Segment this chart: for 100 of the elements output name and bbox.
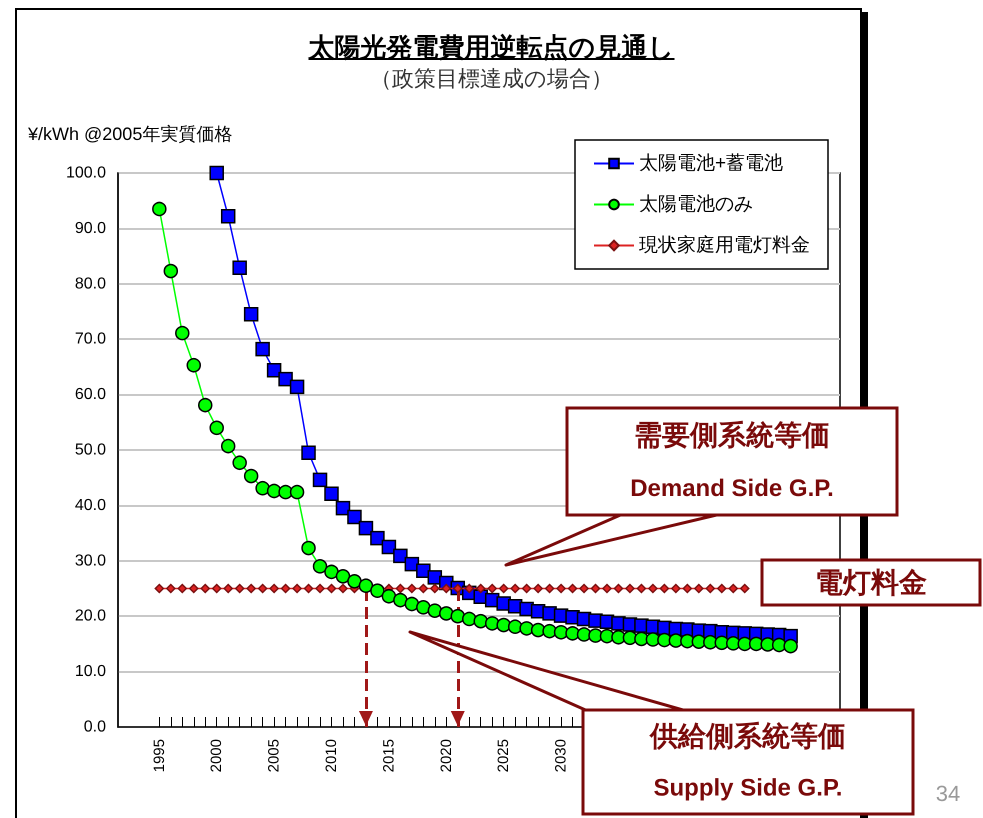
- point: [498, 584, 508, 594]
- point: [614, 584, 624, 594]
- y-tick-label: 60.0: [74, 386, 106, 404]
- point: [556, 584, 566, 594]
- point: [290, 484, 304, 500]
- point: [542, 624, 557, 638]
- point: [692, 634, 706, 649]
- y-tick-label: 80.0: [74, 275, 106, 292]
- point: [487, 584, 497, 594]
- annotation: 需要側系統等価 Demand Side G.P.: [630, 419, 834, 502]
- point: [442, 584, 452, 594]
- point: [484, 616, 500, 631]
- point: [154, 584, 164, 594]
- point: [510, 584, 520, 594]
- point: [476, 584, 486, 594]
- point: [382, 540, 396, 554]
- point: [748, 636, 764, 652]
- point: [209, 420, 224, 436]
- point: [622, 630, 638, 646]
- point: [625, 584, 635, 594]
- point: [347, 510, 362, 524]
- point: [680, 634, 695, 648]
- point: [304, 584, 314, 594]
- point: [212, 584, 222, 594]
- x-tick-label: 2030: [552, 739, 570, 772]
- point: [396, 584, 406, 594]
- point: [244, 468, 258, 484]
- x-tick-label: 2025: [495, 739, 512, 772]
- point: [671, 584, 681, 594]
- x-tick-label: 2005: [266, 739, 283, 772]
- point: [292, 584, 302, 594]
- point: [301, 446, 316, 460]
- point: [430, 584, 440, 594]
- point: [462, 612, 476, 626]
- point: [338, 584, 348, 594]
- legend-label: 太陽電池+蓄電池: [639, 153, 784, 174]
- x-tick-label: 2000: [208, 739, 226, 772]
- point: [473, 614, 488, 628]
- point: [301, 540, 316, 556]
- y-tick-label: 0.0: [84, 718, 106, 736]
- point: [152, 202, 167, 216]
- y-tick-label: 20.0: [74, 608, 106, 625]
- point: [450, 608, 466, 624]
- x-tick-label: 1995: [150, 739, 168, 772]
- point: [508, 619, 522, 634]
- point: [634, 632, 649, 646]
- point: [220, 208, 236, 224]
- point: [280, 584, 290, 594]
- point: [312, 559, 328, 574]
- point: [428, 603, 442, 618]
- point: [530, 622, 546, 638]
- point: [496, 618, 511, 632]
- point: [220, 438, 236, 454]
- point: [600, 628, 614, 644]
- point: [278, 372, 293, 386]
- point: [246, 584, 256, 594]
- point: [717, 584, 727, 594]
- point: [370, 530, 385, 546]
- point: [269, 584, 279, 594]
- point: [324, 564, 339, 580]
- point: [544, 584, 554, 594]
- point: [590, 584, 600, 594]
- point: [783, 638, 798, 654]
- point: [760, 637, 775, 652]
- point: [694, 584, 704, 594]
- point: [772, 638, 786, 652]
- point: [358, 578, 374, 593]
- text: 34: [936, 780, 960, 806]
- point: [164, 264, 178, 278]
- y-tick-label: 10.0: [74, 663, 106, 680]
- point: [579, 584, 589, 594]
- point: [198, 398, 212, 412]
- point: [568, 584, 578, 594]
- point: [336, 500, 350, 516]
- point: [232, 260, 247, 275]
- y-tick-label: 70.0: [74, 330, 106, 348]
- y-axis-title: ¥/kWh @2005年実質価格: [27, 124, 232, 144]
- point: [223, 584, 233, 594]
- chart-title: 太陽光発電費用逆転点の見通し: [307, 32, 676, 65]
- point: [728, 584, 738, 594]
- point: [660, 584, 670, 594]
- y-tick-label: 50.0: [74, 442, 106, 458]
- point: [565, 626, 580, 641]
- x-tick-label: 2015: [380, 739, 398, 772]
- point: [706, 584, 716, 594]
- point: [370, 583, 385, 598]
- point: [189, 584, 199, 594]
- point: [418, 584, 428, 594]
- point: [326, 584, 336, 594]
- point: [347, 574, 362, 589]
- chart-subtitle: （政策目標達成の場合）: [369, 66, 614, 94]
- annotation: 電灯料金: [815, 567, 927, 598]
- x-tick-label: 2020: [438, 739, 455, 772]
- point: [186, 358, 202, 372]
- point: [336, 569, 350, 584]
- point: [611, 630, 626, 644]
- point: [588, 628, 603, 643]
- point: [234, 584, 244, 594]
- point: [382, 589, 396, 604]
- point: [175, 326, 190, 340]
